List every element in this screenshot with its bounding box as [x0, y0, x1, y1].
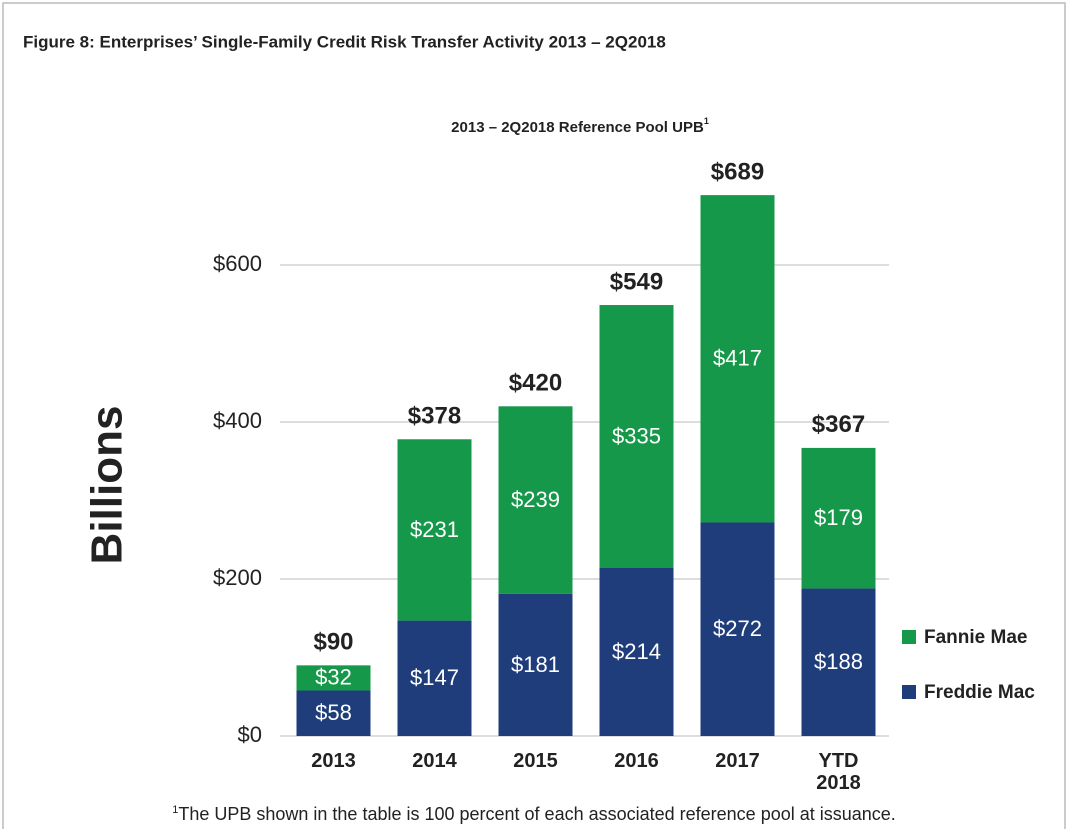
subtitle-footnote-mark: 1 — [704, 116, 709, 126]
bar-segment — [801, 588, 876, 736]
value-label: $179 — [814, 505, 863, 530]
x-tick-label: 2013 — [311, 750, 356, 772]
value-label: $239 — [511, 487, 560, 512]
legend-swatch — [902, 685, 916, 699]
x-tick-label: 2016 — [614, 750, 659, 772]
y-tick-label: $200 — [213, 565, 262, 590]
footnote: 1The UPB shown in the table is 100 perce… — [172, 804, 896, 824]
y-axis-label: Billions — [83, 406, 132, 565]
x-tick-label: 2015 — [513, 750, 558, 772]
value-label: $214 — [612, 639, 661, 664]
value-label: $188 — [814, 649, 863, 674]
value-label: $335 — [612, 423, 661, 448]
chart-title: Figure 8: Enterprises’ Single-Family Cre… — [23, 32, 666, 51]
x-tick-label: 2014 — [412, 750, 457, 772]
value-label: $32 — [315, 665, 352, 690]
bar-segment — [801, 447, 876, 589]
legend-label: Fannie Mae — [924, 627, 1027, 648]
bar-segment — [599, 568, 674, 736]
x-tick-label: YTD 2018 — [816, 750, 861, 794]
total-label: $689 — [711, 158, 764, 185]
total-label: $90 — [313, 629, 353, 656]
y-tick-label: $0 — [238, 722, 262, 747]
y-tick-label: $400 — [213, 408, 262, 433]
bar-segment — [498, 406, 573, 594]
value-label: $231 — [410, 517, 459, 542]
footnote-mark: 1 — [172, 804, 178, 816]
chart-subtitle: 2013 – 2Q2018 Reference Pool UPB1 — [451, 116, 709, 136]
value-label: $147 — [410, 665, 459, 690]
y-tick-label: $600 — [213, 251, 262, 276]
bar-segment — [296, 665, 371, 691]
total-label: $420 — [509, 370, 562, 397]
value-label: $272 — [713, 616, 762, 641]
bar-segment — [700, 522, 775, 736]
x-tick-label: 2017 — [715, 750, 760, 772]
value-label: $417 — [713, 346, 762, 371]
subtitle-text: 2013 – 2Q2018 Reference Pool UPB — [451, 119, 704, 136]
bar-segment — [397, 439, 472, 621]
total-label: $367 — [812, 411, 865, 438]
value-label: $181 — [511, 652, 560, 677]
bar-segment — [498, 593, 573, 736]
value-label: $58 — [315, 700, 352, 725]
footnote-text: The UPB shown in the table is 100 percen… — [178, 804, 895, 824]
bar-segment — [700, 195, 775, 523]
bar-segment — [599, 305, 674, 569]
legend-swatch — [902, 630, 916, 644]
total-label: $378 — [408, 403, 461, 430]
legend-label: Freddie Mac — [924, 682, 1035, 703]
total-label: $549 — [610, 268, 663, 295]
bar-segment — [397, 620, 472, 736]
bar-segment — [296, 690, 371, 736]
